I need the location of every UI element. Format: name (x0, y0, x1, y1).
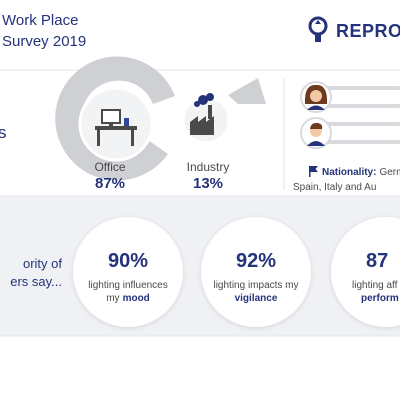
industry-arc (228, 78, 266, 104)
office-arc (55, 56, 175, 181)
opinion-card: 92% lighting impacts my vigilance (201, 217, 311, 327)
opinion-emphasis: mood (123, 293, 150, 304)
nationality-label: Nationality: (322, 167, 376, 178)
segment-label: Office (94, 160, 125, 174)
opinion-card: 87 lighting aff perform (331, 217, 400, 327)
brand-logo (308, 16, 328, 42)
brand-name: REPRO (336, 21, 400, 41)
opinion-emphasis: perform (361, 293, 399, 304)
fragment: s (0, 123, 7, 142)
nationality-text: Germ (379, 167, 400, 178)
opinion-plain: my (106, 293, 119, 304)
title-line: Survey 2019 (2, 33, 86, 50)
flag-icon (309, 166, 318, 177)
segment-share: 13% (193, 175, 223, 192)
opinion-card: 90% lighting influences my mood (73, 217, 183, 327)
opinion-value: 87 (366, 250, 388, 272)
nationality-line: Nationality:Germ (322, 167, 400, 178)
opinion-text: my mood (106, 293, 150, 304)
nationality-text: Spain, Italy and Au (293, 182, 376, 193)
segment-label: Industry (187, 160, 230, 174)
desk (95, 109, 137, 146)
respondent-bar-fill (330, 126, 400, 140)
opinion-value: 90% (108, 250, 148, 272)
opinion-text: lighting aff (352, 280, 398, 291)
opinion-text: lighting influences (88, 280, 168, 291)
opinion-emphasis: vigilance (235, 293, 278, 304)
segment-share: 87% (95, 175, 125, 192)
intro-line: ority of (23, 256, 62, 271)
respondent-bar-fill (330, 90, 400, 104)
title-line: Work Place (2, 12, 78, 29)
avatar-female (300, 81, 332, 113)
avatar-male (300, 117, 332, 149)
opinion-value: 92% (236, 250, 276, 272)
factory (190, 93, 214, 135)
intro-line: ers say... (10, 274, 62, 289)
opinion-text: lighting impacts my (213, 280, 298, 291)
